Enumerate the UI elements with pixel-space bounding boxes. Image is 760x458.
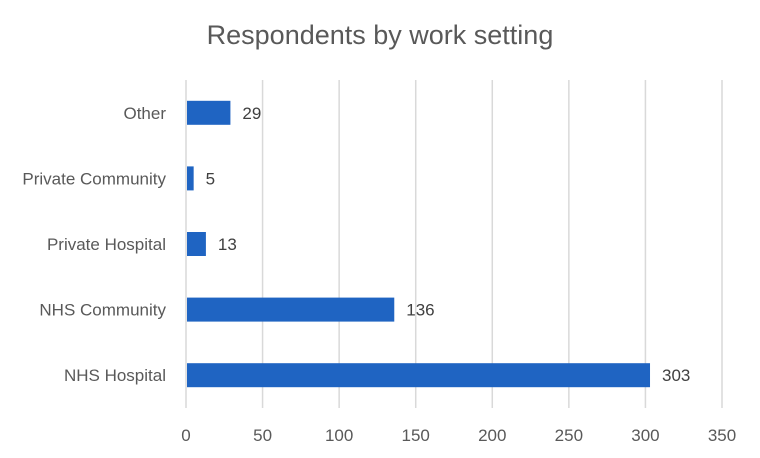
bar — [187, 100, 231, 125]
bar — [187, 232, 206, 256]
x-tick-label: 250 — [555, 426, 583, 445]
category-label: NHS Community — [39, 301, 166, 320]
data-label: 303 — [662, 366, 690, 385]
data-labels: 29 5 13 136 303 — [206, 104, 691, 385]
chart-title: Respondents by work setting — [207, 20, 554, 50]
bar — [187, 166, 194, 191]
category-label: Other — [123, 104, 166, 123]
x-tick-label: 100 — [325, 426, 353, 445]
gridlines — [185, 80, 723, 408]
data-label: 13 — [218, 235, 237, 254]
data-label: 5 — [206, 169, 215, 188]
x-tick-labels: 0 50 100 150 200 250 300 350 — [181, 426, 736, 445]
bar — [187, 297, 395, 322]
x-tick-label: 0 — [181, 426, 190, 445]
bars — [187, 100, 651, 388]
bar — [187, 363, 651, 388]
data-label: 136 — [406, 301, 434, 320]
data-label: 29 — [242, 104, 261, 123]
category-labels: Other Private Community Private Hospital NH… — [22, 104, 166, 385]
category-label: Private Community — [22, 169, 166, 188]
x-tick-label: 200 — [478, 426, 506, 445]
category-label: NHS Hospital — [64, 366, 166, 385]
category-label: Private Hospital — [47, 235, 166, 254]
x-tick-label: 300 — [631, 426, 659, 445]
x-tick-label: 350 — [708, 426, 736, 445]
x-tick-label: 150 — [402, 426, 430, 445]
x-tick-label: 50 — [253, 426, 272, 445]
